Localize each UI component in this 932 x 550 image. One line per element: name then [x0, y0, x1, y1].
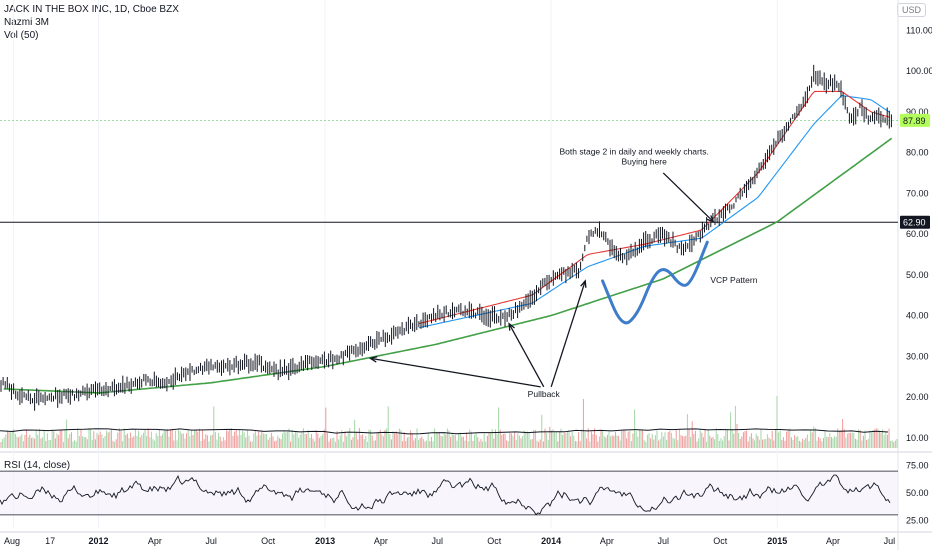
last-price-tag-bg — [900, 113, 930, 127]
chart-title: JACK IN THE BOX INC, 1D, Cboe BZX — [4, 4, 179, 15]
annotation-buying-line2: Buying here — [621, 157, 667, 167]
ma-green-line — [3, 137, 893, 394]
x-tick-7: Apr — [374, 536, 388, 546]
x-tick-5: Oct — [261, 536, 276, 546]
indicator-volume-label: Vol (50) — [4, 30, 39, 41]
y-tick-10: 110.00 — [906, 25, 932, 35]
indicator-nazmi-label: Nazmi 3M — [4, 17, 50, 28]
y-tick-8: 90.00 — [906, 107, 929, 117]
currency-button[interactable]: USD — [896, 3, 926, 17]
arrow-head-2 — [508, 322, 515, 331]
y-tick-9: 100.00 — [906, 66, 932, 76]
x-tick-0: Aug — [4, 536, 20, 546]
rsi-line — [0, 474, 891, 516]
x-tick-16: Jul — [884, 536, 896, 546]
x-tick-10: 2014 — [541, 536, 561, 546]
arrow-head-1 — [368, 356, 378, 363]
annotation-vcp: VCP Pattern — [710, 275, 757, 285]
y-tick-0: 10.00 — [906, 433, 929, 443]
x-tick-1: 17 — [45, 536, 55, 546]
y-tick-6: 70.00 — [906, 188, 929, 198]
x-tick-4: Jul — [205, 536, 217, 546]
y-tick-3: 40.00 — [906, 311, 929, 321]
y-tick-5: 60.00 — [906, 229, 929, 239]
rsi-tick-0: 25.00 — [906, 515, 929, 525]
annotation-arrow-2 — [508, 323, 545, 388]
y-tick-7: 80.00 — [906, 148, 929, 158]
rsi-tick-2: 75.00 — [906, 461, 929, 471]
annotation-pullback: Pullback — [528, 389, 561, 399]
y-tick-4: 50.00 — [906, 270, 929, 280]
arrow-head-0 — [706, 215, 715, 223]
arrow-head-3 — [580, 279, 587, 288]
ma-red-line — [418, 90, 890, 325]
y-tick-2: 30.00 — [906, 351, 929, 361]
y-tick-1: 20.00 — [906, 392, 929, 402]
annotation-buying-line1: Both stage 2 in daily and weekly charts. — [560, 147, 709, 157]
rsi-label: RSI (14, close) — [4, 460, 70, 471]
level-price-tag: 62.90 — [903, 218, 926, 228]
x-tick-14: 2015 — [767, 536, 787, 546]
x-tick-3: Apr — [148, 536, 162, 546]
annotation-arrow-3 — [550, 280, 586, 388]
x-tick-9: Oct — [487, 536, 502, 546]
last-price-tag: 87.89 — [903, 116, 926, 126]
x-tick-13: Oct — [713, 536, 728, 546]
annotation-arrow-1 — [370, 357, 541, 388]
rsi-tick-1: 50.00 — [906, 488, 929, 498]
annotation-arrow-0 — [662, 172, 714, 223]
x-tick-2: 2012 — [88, 536, 108, 546]
volume-ma-line — [0, 428, 889, 435]
vcp-curve — [601, 240, 709, 325]
x-tick-6: 2013 — [315, 536, 335, 546]
x-tick-12: Jul — [658, 536, 670, 546]
ma-blue-line — [418, 94, 891, 329]
level-price-tag-bg — [900, 215, 930, 229]
x-tick-8: Jul — [431, 536, 443, 546]
x-tick-11: Apr — [600, 536, 614, 546]
x-tick-15: Apr — [826, 536, 840, 546]
